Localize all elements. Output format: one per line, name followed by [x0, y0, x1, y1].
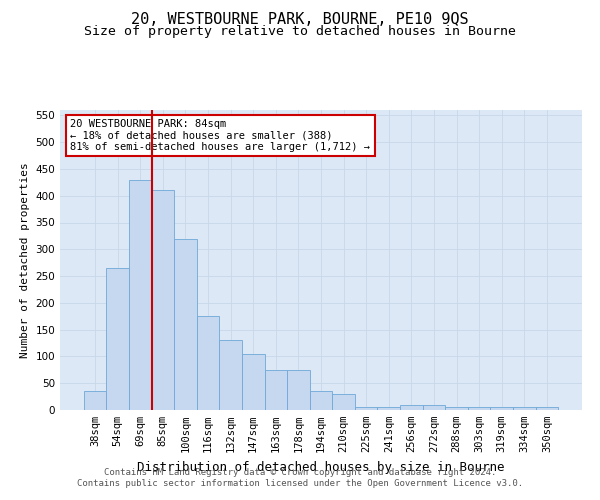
Bar: [332, 394, 355, 410]
Text: 20, WESTBOURNE PARK, BOURNE, PE10 9QS: 20, WESTBOURNE PARK, BOURNE, PE10 9QS: [131, 12, 469, 28]
Bar: [377, 408, 400, 410]
Text: Size of property relative to detached houses in Bourne: Size of property relative to detached ho…: [84, 25, 516, 38]
Bar: [422, 404, 445, 410]
X-axis label: Distribution of detached houses by size in Bourne: Distribution of detached houses by size …: [137, 460, 505, 473]
Y-axis label: Number of detached properties: Number of detached properties: [20, 162, 30, 358]
Text: Contains HM Land Registry data © Crown copyright and database right 2024.
Contai: Contains HM Land Registry data © Crown c…: [77, 468, 523, 487]
Bar: [536, 408, 558, 410]
Bar: [445, 408, 468, 410]
Bar: [400, 404, 422, 410]
Bar: [287, 370, 310, 410]
Bar: [220, 340, 242, 410]
Bar: [152, 190, 174, 410]
Text: 20 WESTBOURNE PARK: 84sqm
← 18% of detached houses are smaller (388)
81% of semi: 20 WESTBOURNE PARK: 84sqm ← 18% of detac…: [70, 119, 370, 152]
Bar: [355, 408, 377, 410]
Bar: [242, 354, 265, 410]
Bar: [174, 238, 197, 410]
Bar: [197, 316, 220, 410]
Bar: [129, 180, 152, 410]
Bar: [84, 391, 106, 410]
Bar: [513, 408, 536, 410]
Bar: [490, 408, 513, 410]
Bar: [310, 391, 332, 410]
Bar: [106, 268, 129, 410]
Bar: [265, 370, 287, 410]
Bar: [468, 408, 490, 410]
